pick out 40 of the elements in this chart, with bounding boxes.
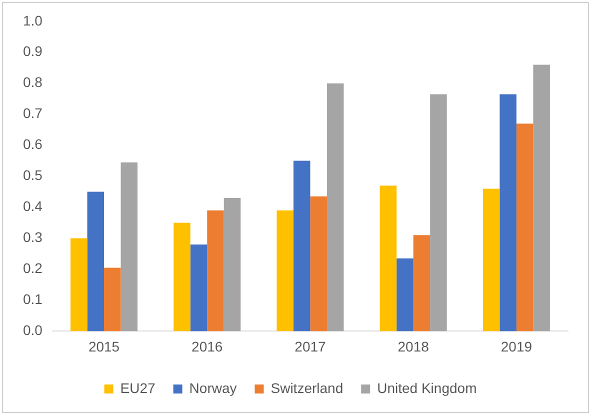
y-tick-label: 0.9 bbox=[22, 43, 43, 60]
y-tick-label: 0.2 bbox=[22, 260, 43, 276]
bar bbox=[70, 238, 88, 332]
x-tick-label: 2016 bbox=[192, 338, 223, 354]
x-tick-label: 2018 bbox=[398, 338, 430, 354]
bar bbox=[120, 162, 138, 332]
bar bbox=[380, 186, 397, 332]
legend-label: Norway bbox=[189, 380, 237, 396]
bar bbox=[310, 196, 327, 332]
y-tick-label: 0.1 bbox=[22, 291, 43, 308]
y-tick-label: 0.3 bbox=[22, 229, 43, 246]
bar bbox=[500, 94, 516, 332]
bar bbox=[276, 210, 294, 332]
bar bbox=[174, 222, 190, 332]
legend-label: Switzerland bbox=[270, 380, 344, 396]
x-tick-label: 2015 bbox=[88, 338, 120, 354]
x-tick-label: 2017 bbox=[294, 338, 326, 354]
legend-label: EU27 bbox=[120, 380, 156, 396]
bar bbox=[430, 94, 447, 332]
y-tick-label: 0.6 bbox=[22, 136, 43, 152]
bar bbox=[413, 235, 430, 332]
bar bbox=[87, 192, 104, 332]
y-tick-label: 0.7 bbox=[22, 105, 43, 122]
bar bbox=[516, 124, 534, 332]
y-tick-label: 0.8 bbox=[22, 74, 43, 90]
y-tick-label: 0.4 bbox=[22, 198, 43, 214]
x-tick-label: 2019 bbox=[500, 338, 532, 354]
bar bbox=[104, 268, 121, 332]
bar bbox=[396, 258, 414, 332]
bar bbox=[482, 188, 500, 332]
legend-label: United Kingdom bbox=[377, 380, 477, 396]
y-tick-label: 1.0 bbox=[22, 12, 43, 28]
bar bbox=[293, 160, 310, 332]
bar bbox=[533, 64, 550, 332]
y-tick-label: 0.5 bbox=[22, 167, 43, 184]
bar bbox=[207, 210, 224, 332]
bar bbox=[190, 244, 208, 332]
bar bbox=[224, 198, 241, 332]
y-tick-label: 0.0 bbox=[22, 322, 43, 338]
bar bbox=[326, 83, 344, 332]
